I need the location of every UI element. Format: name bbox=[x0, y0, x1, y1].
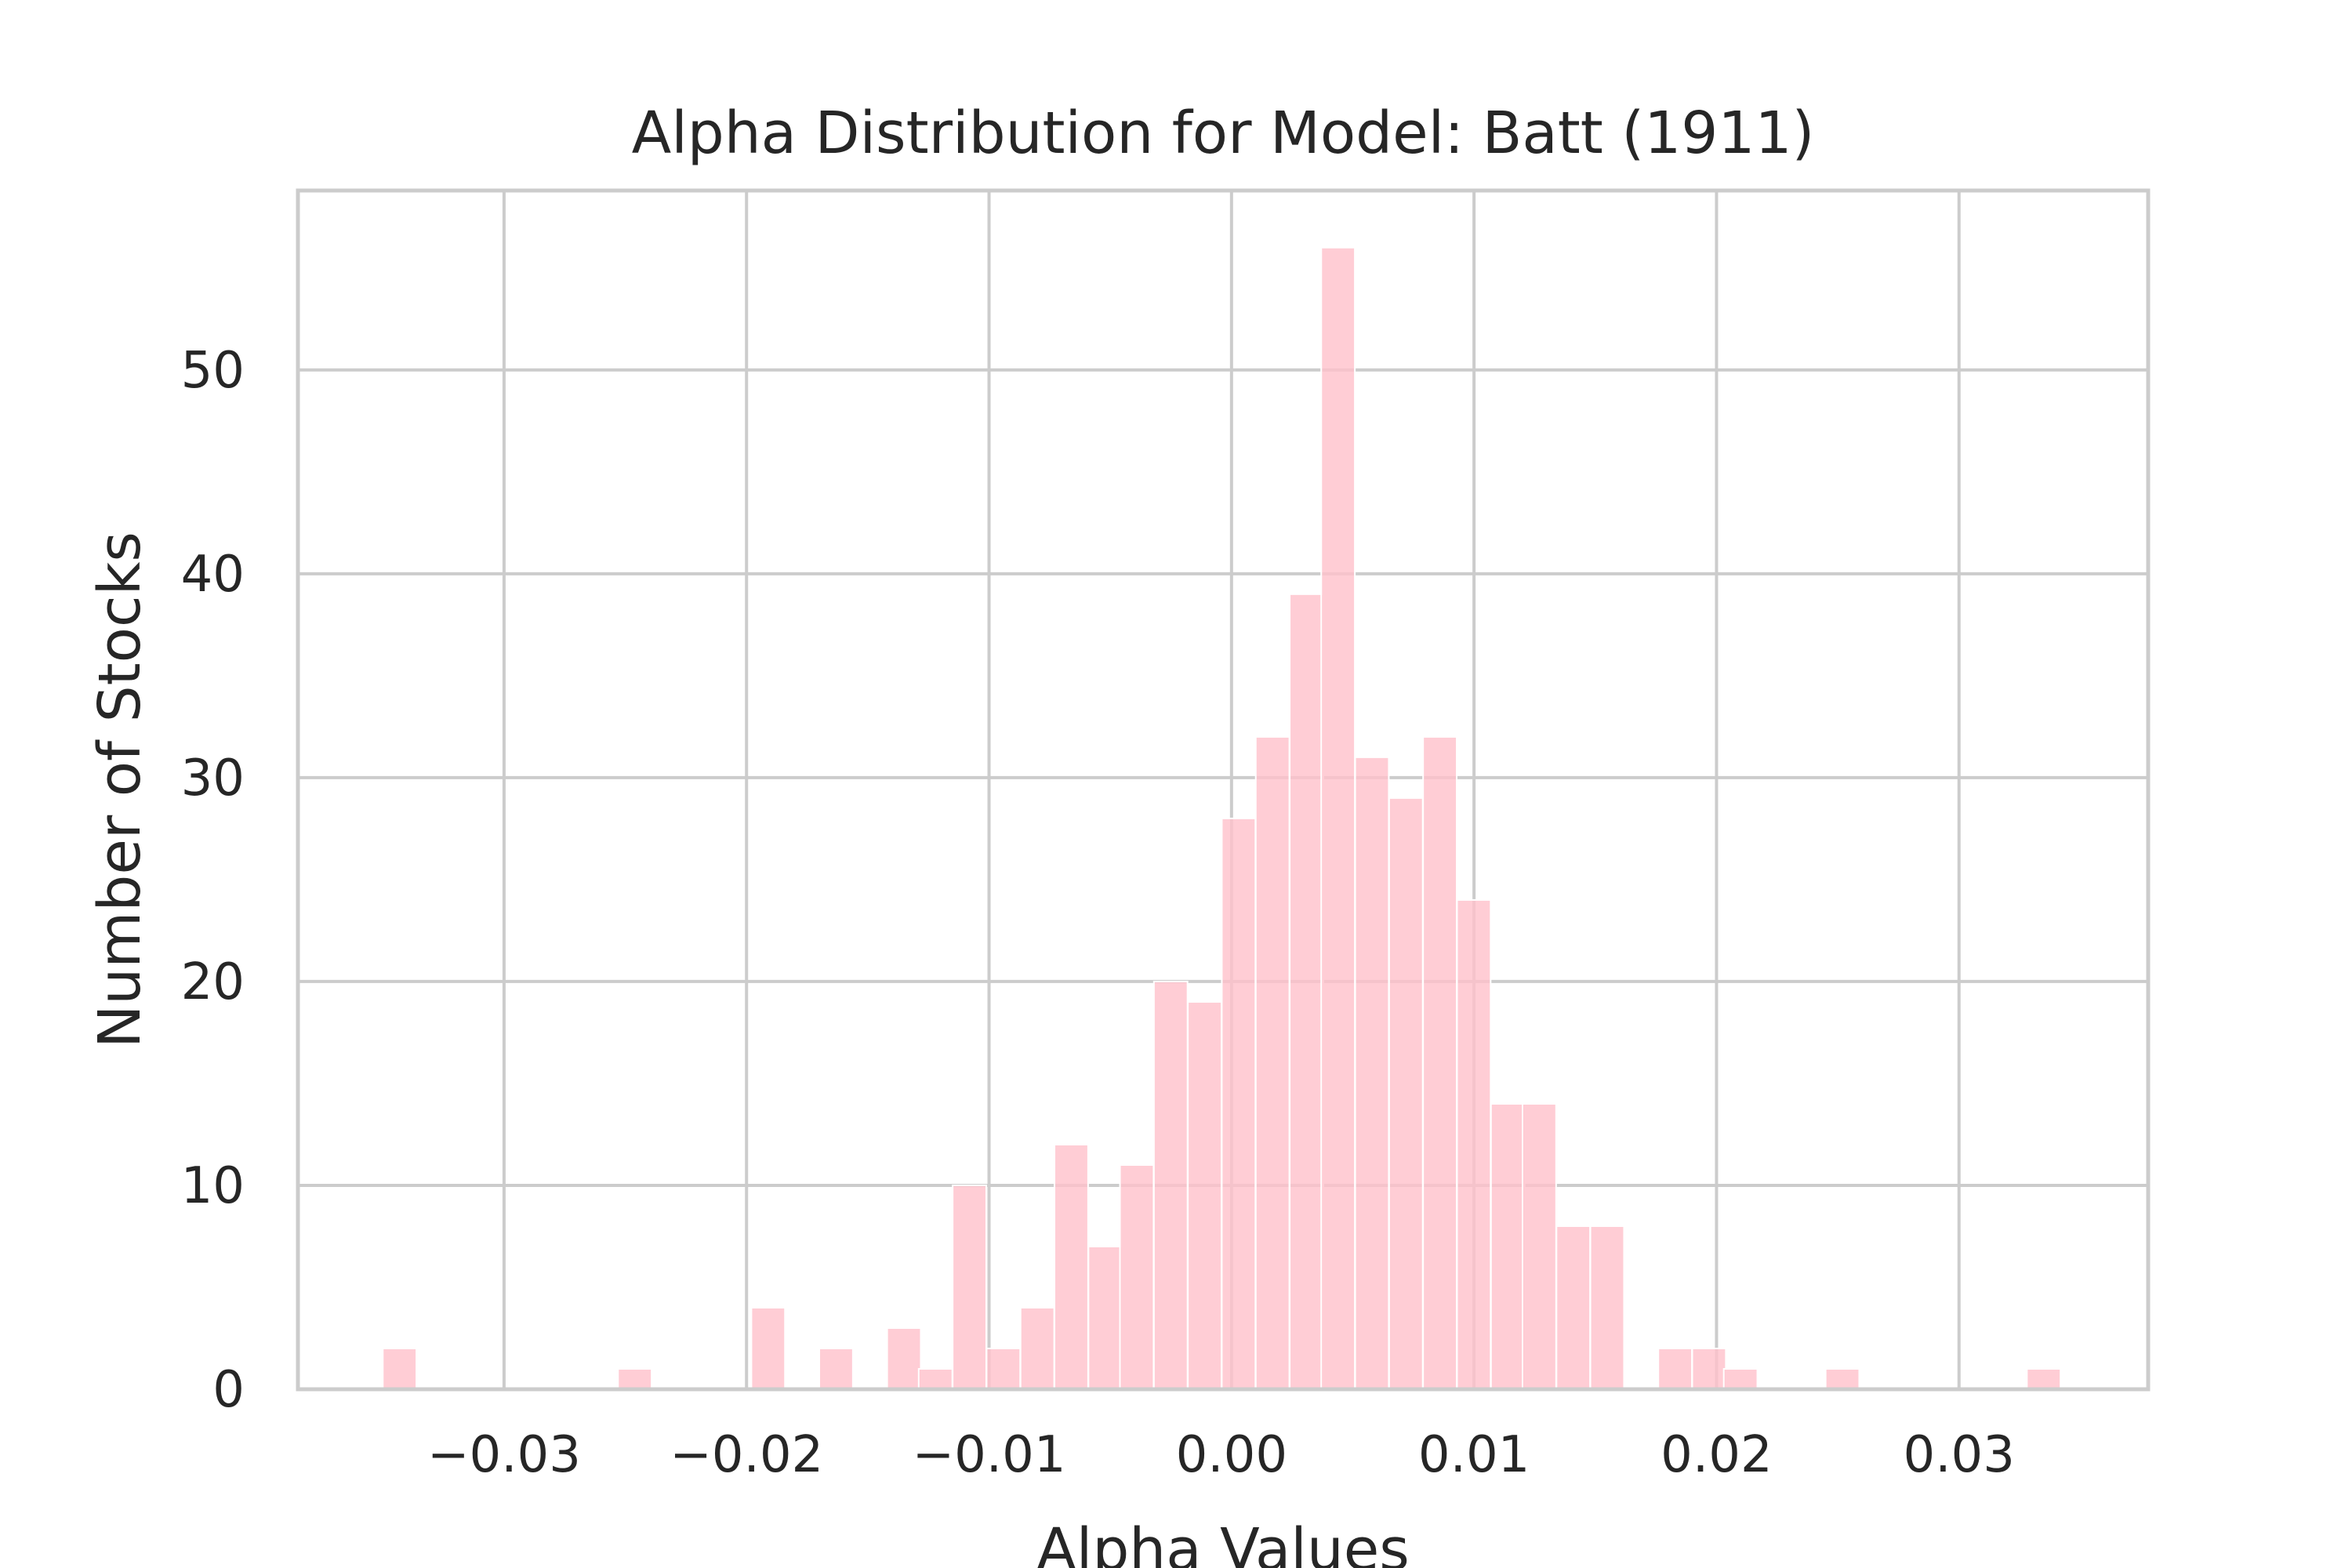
histogram-bar bbox=[750, 1306, 786, 1391]
plot-frame bbox=[296, 188, 2151, 1392]
y-tick-label: 10 bbox=[181, 1157, 245, 1215]
histogram-bar bbox=[1657, 1347, 1693, 1390]
bar-layer bbox=[382, 246, 2062, 1391]
histogram-bar bbox=[1422, 735, 1458, 1390]
x-tick-labels: −0.03 −0.02 −0.01 0.00 0.01 0.02 0.03 bbox=[427, 1426, 2015, 1484]
histogram-bar bbox=[382, 1347, 418, 1390]
histogram-bar bbox=[1354, 756, 1390, 1390]
histogram-bar bbox=[1221, 817, 1257, 1390]
y-tick-label: 50 bbox=[181, 342, 245, 400]
histogram-bar bbox=[1019, 1306, 1055, 1391]
chart-title: Alpha Distribution for Model: Batt (1911… bbox=[632, 100, 1815, 167]
histogram-bar bbox=[1388, 797, 1424, 1390]
y-tick-label: 0 bbox=[212, 1361, 245, 1419]
histogram-bar bbox=[1691, 1347, 1727, 1390]
histogram-bar bbox=[1722, 1367, 1759, 1390]
histogram-bar bbox=[1187, 1000, 1222, 1391]
histogram-bar bbox=[1521, 1102, 1557, 1390]
y-tick-labels: 0 10 20 30 40 50 bbox=[181, 342, 245, 1419]
x-tick-label: 0.01 bbox=[1418, 1426, 1530, 1484]
histogram-bar bbox=[1456, 898, 1492, 1390]
histogram-bar bbox=[1152, 980, 1189, 1391]
y-tick-label: 40 bbox=[181, 546, 245, 604]
x-tick-label: −0.02 bbox=[670, 1426, 823, 1484]
histogram-bar bbox=[1087, 1245, 1123, 1390]
y-axis-title: Number of Stocks bbox=[86, 532, 154, 1048]
histogram-bar bbox=[2026, 1367, 2062, 1390]
x-tick-label: 0.03 bbox=[1903, 1426, 2015, 1484]
x-tick-label: 0.02 bbox=[1661, 1426, 1773, 1484]
histogram-bar bbox=[1490, 1102, 1526, 1390]
histogram-bar bbox=[1289, 593, 1324, 1390]
histogram-bar bbox=[617, 1367, 653, 1390]
histogram-bar bbox=[985, 1347, 1022, 1390]
x-tick-label: −0.01 bbox=[912, 1426, 1065, 1484]
histogram-bar bbox=[1320, 246, 1356, 1390]
histogram-bar bbox=[1824, 1367, 1860, 1390]
x-axis-title: Alpha Values bbox=[1036, 1516, 1410, 1568]
histogram-bar bbox=[952, 1184, 987, 1390]
histogram-bar bbox=[886, 1327, 922, 1390]
x-tick-label: 0.00 bbox=[1176, 1426, 1288, 1484]
histogram-bar bbox=[1589, 1225, 1625, 1390]
histogram-bar bbox=[1555, 1225, 1592, 1390]
histogram-bar bbox=[1254, 735, 1290, 1390]
y-tick-label: 20 bbox=[181, 953, 245, 1011]
histogram-bar bbox=[818, 1347, 854, 1390]
histogram-bar bbox=[917, 1367, 953, 1390]
histogram-bar bbox=[1119, 1163, 1155, 1390]
histogram-bar bbox=[1054, 1143, 1089, 1391]
y-tick-label: 30 bbox=[181, 750, 245, 808]
x-tick-label: −0.03 bbox=[427, 1426, 581, 1484]
